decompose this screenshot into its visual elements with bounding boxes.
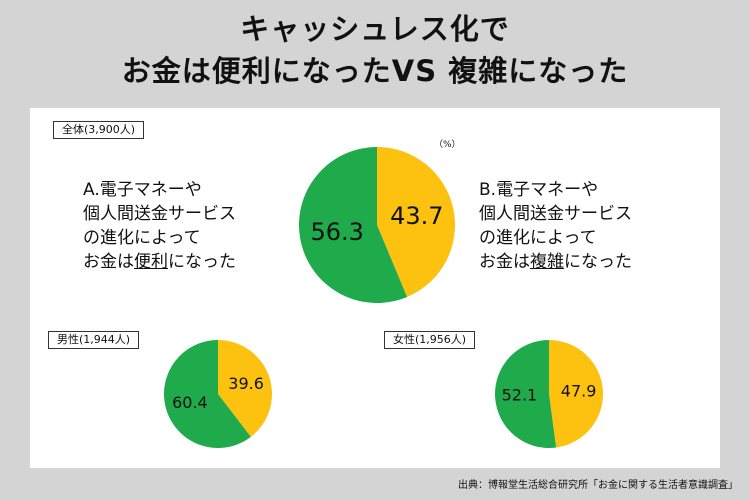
option-b-line1: B.電子マネーや (479, 180, 599, 200)
male-group-label: 男性(1,944人) (48, 331, 140, 349)
pie-slice-male-complex (218, 340, 272, 437)
pie-chart-male: 39.6 60.4 (164, 340, 272, 448)
unit-note: （%） (434, 140, 461, 150)
pie-label-total-complex: 43.7 (390, 202, 443, 230)
pie-slice-total-convenient (299, 147, 408, 303)
pie-slice-total-complex (377, 147, 455, 297)
pie-chart-female: 47.9 52.1 (494, 340, 603, 448)
pie-slice-male-convenient (164, 340, 251, 448)
option-a-description: A.電子マネーや 個人間送金サービス の進化によって お金は便利になった (83, 178, 236, 274)
option-b-description: B.電子マネーや 個人間送金サービス の進化によって お金は複雑になった (479, 178, 632, 274)
option-a-keyword: 便利 (134, 252, 168, 272)
pie-label-male-convenient: 60.4 (172, 393, 208, 412)
chart-title-line2: お金は便利になったVS 複雑になった (121, 54, 629, 88)
pie-label-total-convenient: 56.3 (310, 218, 363, 246)
pie-slice-female-convenient (494, 340, 557, 448)
option-a-line4: お金は便利になった (83, 252, 236, 272)
option-b-keyword: 複雑 (530, 252, 564, 272)
pie-label-male-complex: 39.6 (228, 374, 264, 393)
option-a-line3: の進化によって (83, 228, 201, 248)
total-group-label: 全体(3,900人) (53, 121, 145, 139)
option-b-line3: の進化によって (479, 228, 597, 248)
chart-title-line1: キャッシュレス化で (240, 12, 510, 46)
pie-label-female-convenient: 52.1 (502, 386, 538, 405)
pie-chart-total: 43.7 56.3 (299, 147, 455, 303)
pie-slice-female-complex (549, 340, 603, 448)
option-b-line4: お金は複雑になった (479, 252, 632, 272)
female-group-label: 女性(1,956人) (384, 331, 476, 349)
source-note: 出典：博報堂生活総合研究所「お金に関する生活者意識調査」 (458, 480, 738, 491)
pie-label-female-complex: 47.9 (561, 382, 597, 401)
option-b-line2: 個人間送金サービス (479, 204, 632, 224)
option-a-line2: 個人間送金サービス (83, 204, 236, 224)
option-a-line1: A.電子マネーや (83, 180, 202, 200)
